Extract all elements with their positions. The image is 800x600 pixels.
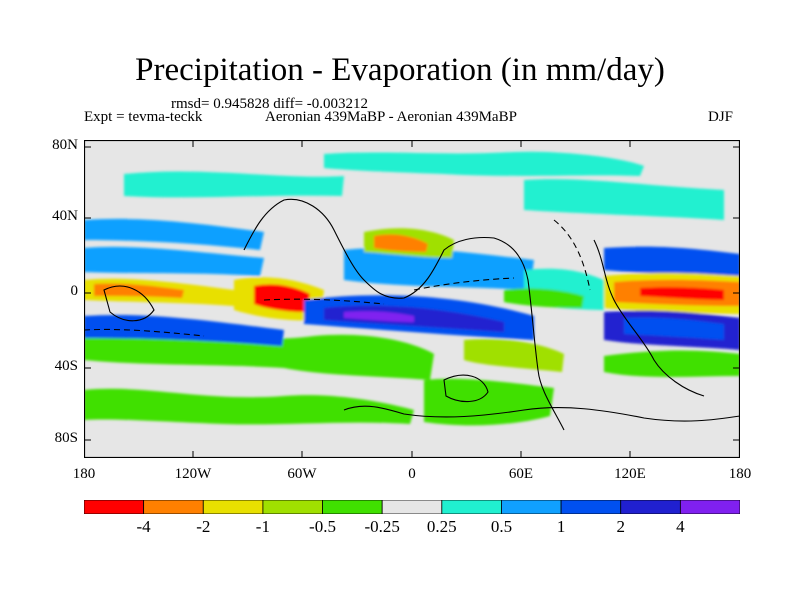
experiment-label: Expt = tevma-teckk bbox=[84, 109, 203, 125]
x-tick-label: 180 bbox=[728, 466, 752, 482]
region-west-tropics-dry-core bbox=[94, 283, 184, 298]
region-north-arctic bbox=[124, 171, 344, 198]
colorbar-label: -0.5 bbox=[309, 517, 336, 536]
coast-east-continent bbox=[593, 239, 705, 397]
x-tick-label: 120E bbox=[614, 466, 646, 482]
region-south-africa bbox=[464, 338, 564, 372]
x-tick-label: 60W bbox=[287, 466, 317, 482]
colorbar-swatch bbox=[322, 500, 383, 514]
colorbar-swatch bbox=[441, 500, 502, 514]
stats-text: rmsd= 0.945828 diff= -0.003212 bbox=[171, 96, 369, 112]
colorbar-label: 4 bbox=[676, 517, 685, 536]
colorbar-label: 0.5 bbox=[490, 517, 513, 536]
region-east-south-wet-inner bbox=[624, 317, 724, 340]
tick-marks bbox=[84, 140, 740, 458]
y-tick-label: 80N bbox=[52, 137, 78, 153]
region-south-pacific bbox=[604, 350, 740, 377]
region-east-wet bbox=[604, 246, 740, 276]
region-west-tropics-upper bbox=[84, 246, 264, 276]
colorbar-swatch bbox=[560, 500, 622, 514]
region-north-high bbox=[324, 151, 644, 176]
colorbar-swatch bbox=[679, 500, 740, 514]
region-equator-green bbox=[504, 288, 584, 308]
y-tick-label: 0 bbox=[70, 283, 79, 299]
coast-south-continent bbox=[343, 405, 740, 422]
coast-north-continent bbox=[243, 198, 565, 431]
y-tick-label: 80S bbox=[54, 430, 78, 446]
colorbar-label: -2 bbox=[196, 517, 211, 536]
colorbar-swatch bbox=[620, 500, 681, 514]
dashed-boundaries bbox=[84, 219, 591, 337]
x-tick-label: 120W bbox=[174, 466, 212, 482]
region-north-central-dry-core bbox=[374, 234, 428, 252]
comparison-label: Aeronian 439MaBP - Aeronian 439MaBP bbox=[265, 109, 517, 125]
colorbar-swatch bbox=[84, 500, 145, 514]
map-panel bbox=[84, 140, 740, 458]
colorbar bbox=[84, 500, 740, 514]
dashed-boundary-3 bbox=[84, 328, 205, 337]
x-tick-label: 60E bbox=[508, 466, 534, 482]
colorbar-label: 0.25 bbox=[426, 517, 457, 536]
colorbar-swatch bbox=[202, 500, 264, 514]
x-tick-label: 0 bbox=[408, 466, 416, 482]
coast-south-island bbox=[443, 374, 489, 403]
colorbar-label: -4 bbox=[136, 517, 151, 536]
coastlines bbox=[103, 198, 740, 431]
region-north-atlantic bbox=[524, 179, 724, 220]
region-antarctic-coast bbox=[424, 378, 554, 426]
region-west-north bbox=[84, 218, 264, 250]
dashed-boundary-1 bbox=[263, 298, 385, 305]
season-label: DJF bbox=[708, 109, 734, 125]
region-southern-belt bbox=[84, 332, 434, 380]
map-title: Precipitation - Evaporation (in mm/day) bbox=[135, 52, 665, 88]
region-west-tropics-lower bbox=[84, 314, 284, 346]
colorbar-swatch bbox=[262, 500, 323, 514]
colorbar-label: 1 bbox=[556, 517, 566, 536]
y-tick-label: 40S bbox=[54, 358, 78, 374]
colorbar-swatch bbox=[143, 500, 204, 514]
dashed-boundary-4 bbox=[553, 219, 591, 291]
contour-field bbox=[84, 151, 740, 426]
colorbar-label: -1 bbox=[255, 517, 270, 536]
y-tick-label: 40N bbox=[52, 208, 78, 224]
colorbar-swatch bbox=[381, 500, 443, 514]
colorbar-swatch bbox=[501, 500, 562, 514]
colorbar-label: 2 bbox=[616, 517, 625, 536]
x-tick-label: 180 bbox=[72, 466, 96, 482]
coast-west-island bbox=[103, 285, 155, 322]
region-central-wet-max bbox=[344, 311, 414, 322]
colorbar-label: -0.25 bbox=[364, 517, 400, 536]
region-east-dry-core bbox=[640, 287, 724, 300]
region-central-dry-core bbox=[254, 284, 310, 312]
region-southern-belt-2 bbox=[84, 388, 414, 425]
